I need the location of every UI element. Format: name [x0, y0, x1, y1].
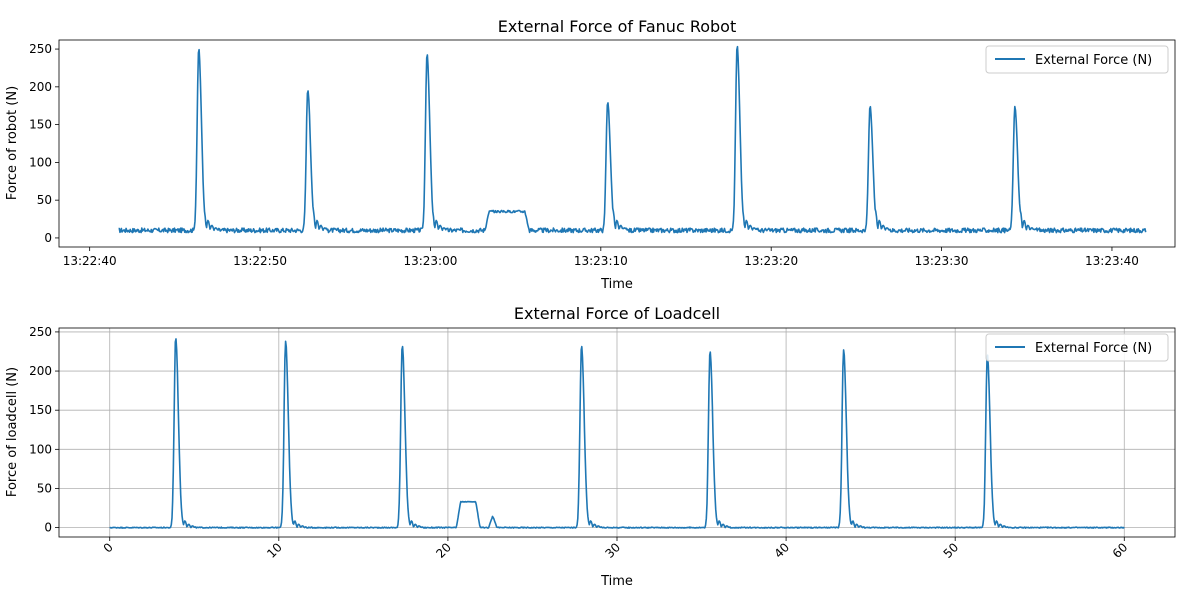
chart-1-plot-area [58, 39, 1176, 248]
x-tick-label: 10 [264, 540, 285, 561]
chart-1-series-line [118, 45, 1147, 234]
chart-2-y-axis-label: Force of loadcell (N) [5, 367, 20, 497]
x-tick-label: 40 [772, 540, 793, 561]
chart-1-y-axis-label: Force of robot (N) [5, 86, 20, 200]
x-tick-label: 50 [941, 540, 962, 561]
chart-2-x-axis-label: Time [600, 574, 633, 589]
y-tick-label: 200 [29, 80, 52, 94]
chart-1-title: External Force of Fanuc Robot [498, 17, 736, 36]
chart-1-x-ticks: 13:22:40 13:22:50 13:23:00 13:23:10 13:23:20… [63, 247, 1139, 268]
y-tick-label: 150 [29, 118, 52, 132]
chart-1-legend-label: External Force (N) [1035, 53, 1152, 68]
y-tick-label: 250 [29, 325, 52, 339]
y-tick-label: 0 [44, 521, 52, 535]
chart-2-y-ticks: 0 50 100 150 200 250 [29, 325, 59, 535]
chart-1-x-axis-label: Time [600, 277, 633, 292]
y-tick-label: 250 [29, 42, 52, 56]
chart-2-series-line [109, 338, 1125, 529]
y-tick-label: 0 [44, 231, 52, 245]
chart-2-x-ticks: 0 10 20 30 40 50 60 [101, 537, 1131, 561]
x-tick-label: 13:23:10 [574, 254, 628, 268]
chart-2-title: External Force of Loadcell [514, 304, 720, 323]
chart-1-y-ticks: 0 50 100 150 200 250 [29, 42, 59, 245]
x-tick-label: 13:22:50 [233, 254, 287, 268]
x-tick-label: 60 [1110, 540, 1131, 561]
chart-1-legend-box [985, 45, 1169, 74]
x-tick-label: 13:23:40 [1085, 254, 1139, 268]
chart-2: External Force of Loadcell 0 10 20 30 40 50 60… [5, 304, 1176, 589]
x-tick-label: 13:23:20 [744, 254, 798, 268]
x-tick-label: 13:22:40 [63, 254, 117, 268]
y-tick-label: 50 [37, 481, 52, 495]
x-tick-label: 13:23:00 [403, 254, 457, 268]
chart-2-legend-label: External Force (N) [1035, 341, 1152, 356]
y-tick-label: 50 [37, 193, 52, 207]
y-tick-label: 150 [29, 403, 52, 417]
x-tick-label: 13:23:30 [915, 254, 969, 268]
chart-2-legend-box [985, 333, 1169, 362]
chart-2-legend: External Force (N) [985, 333, 1169, 362]
chart-1: External Force of Fanuc Robot 13:22:40 13… [5, 17, 1176, 292]
x-tick-label: 30 [602, 540, 623, 561]
chart-1-legend: External Force (N) [985, 45, 1169, 74]
y-tick-label: 200 [29, 364, 52, 378]
y-tick-label: 100 [29, 442, 52, 456]
x-tick-label: 0 [101, 540, 116, 555]
x-tick-label: 20 [433, 540, 454, 561]
y-tick-label: 100 [29, 155, 52, 169]
